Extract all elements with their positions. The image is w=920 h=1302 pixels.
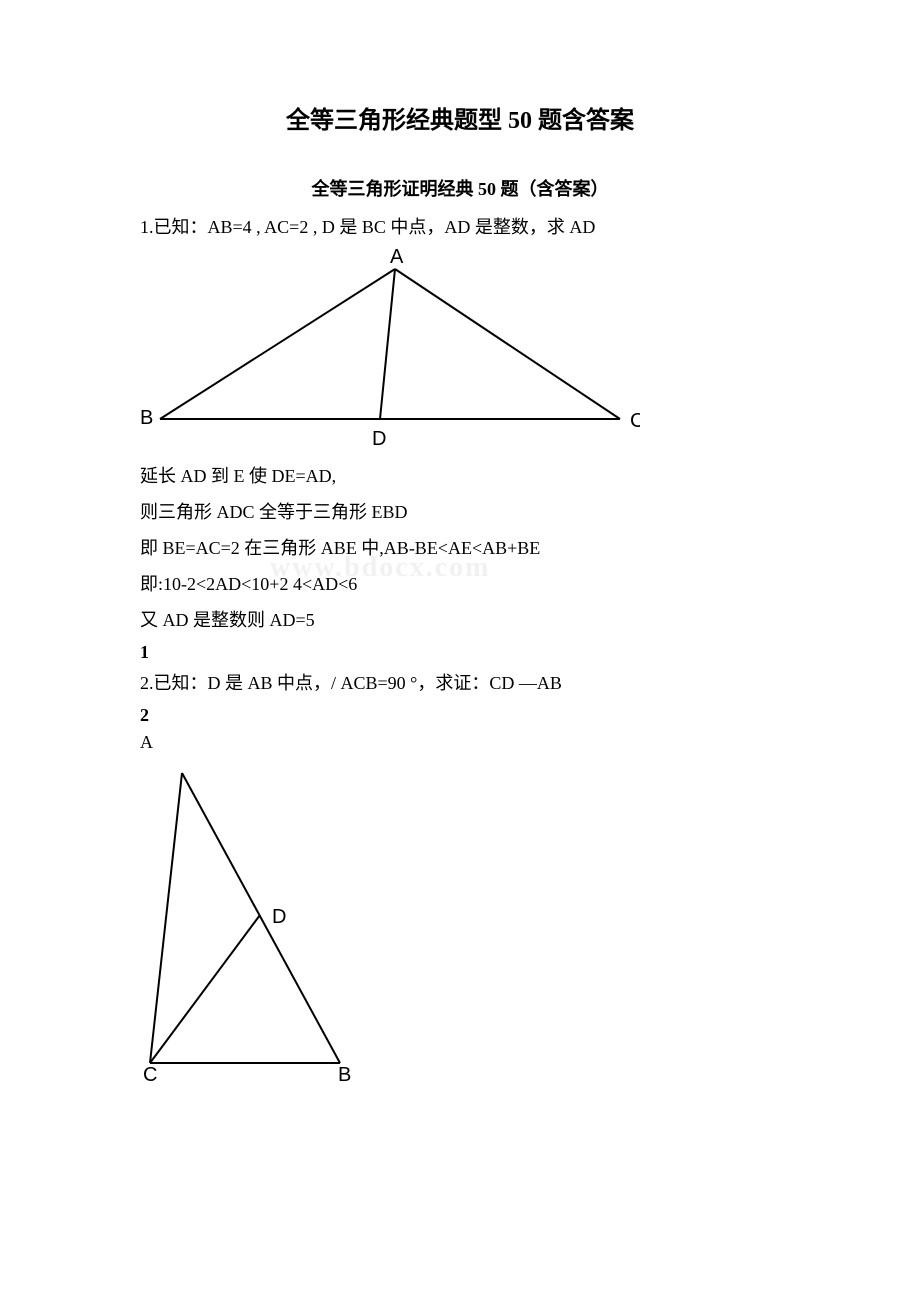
question-2-text: 2.已知：D 是 AB 中点，/ ACB=90 °，求证：CD —AB — [140, 669, 780, 695]
solution-1-line-3: 即 BE=AC=2 在三角形 ABE 中,AB-BE<AE<AB+BE — [140, 534, 780, 560]
page-title: 全等三角形经典题型 50 题含答案 — [140, 100, 780, 135]
svg-text:C: C — [630, 410, 640, 432]
bold-number-1: 1 — [140, 642, 780, 663]
bold-number-2: 2 — [140, 705, 780, 726]
figure-1-svg: B A C D — [140, 249, 640, 449]
solution-1-line-5: 又 AD 是整数则 AD=5 — [140, 606, 780, 632]
svg-text:B: B — [338, 1064, 351, 1083]
solution-1-line-1: 延长 AD 到 E 使 DE=AD, — [140, 462, 780, 488]
question-1-text: 1.已知：AB=4 , AC=2 , D 是 BC 中点，AD 是整数，求 AD — [140, 213, 780, 239]
figure-2-label-a: A — [140, 732, 780, 753]
solution-1-line-2: 则三角形 ADC 全等于三角形 EBD — [140, 498, 780, 524]
solution-1-line-4: 即:10-2<2AD<10+2 4<AD<6 — [140, 570, 780, 596]
svg-text:B: B — [140, 407, 153, 429]
svg-text:D: D — [272, 906, 286, 928]
svg-text:C: C — [143, 1064, 157, 1083]
svg-text:A: A — [390, 249, 404, 268]
svg-text:D: D — [372, 428, 386, 449]
figure-2-triangle: C B D — [140, 763, 780, 1088]
figure-1-triangle: B A C D — [140, 249, 780, 454]
page-subtitle: 全等三角形证明经典 50 题（含答案） — [140, 175, 780, 201]
figure-2-svg: C B D — [140, 763, 430, 1083]
